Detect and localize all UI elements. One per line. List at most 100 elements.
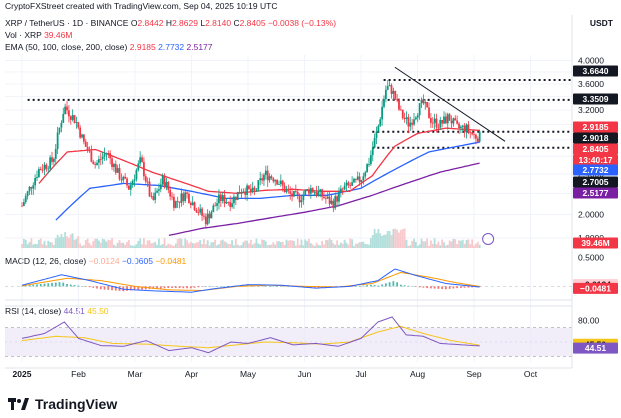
volume-bar xyxy=(291,240,293,248)
volume-bar xyxy=(107,239,110,248)
volume-bar xyxy=(120,242,123,248)
volume-bar xyxy=(448,240,451,248)
candle-body xyxy=(454,118,457,121)
trendline xyxy=(394,66,506,142)
candle-body xyxy=(159,184,162,190)
candle-body xyxy=(242,191,245,193)
volume-bar xyxy=(81,245,83,248)
candle-body xyxy=(336,196,339,202)
volume-bar xyxy=(158,238,160,248)
candle-body xyxy=(306,189,308,191)
volume-bar xyxy=(248,243,250,248)
ohlc-open: 2.8442 xyxy=(137,18,164,28)
rsi-pane: 80.00 xyxy=(5,305,600,357)
candle-body xyxy=(311,188,314,193)
candle-body xyxy=(324,197,327,199)
candle-body xyxy=(22,202,25,206)
volume-bar xyxy=(60,234,63,248)
candle-body xyxy=(471,132,474,135)
volume-bar xyxy=(216,245,218,248)
volume-bar xyxy=(214,239,217,248)
ohlc-change: −0.0038 (−0.13%) xyxy=(267,18,337,28)
macd-histogram-bar xyxy=(54,282,57,287)
volume-bar xyxy=(261,239,263,248)
volume-label-text[interactable]: Vol · XRP xyxy=(5,30,42,40)
ema200-line xyxy=(168,162,480,237)
volume-bar xyxy=(349,238,352,248)
macd-histogram-bar xyxy=(392,281,395,287)
candle-body xyxy=(86,146,89,151)
level-high-bg xyxy=(573,65,618,77)
macd-histogram-bar xyxy=(396,282,399,287)
macd-histogram-bar xyxy=(448,286,451,289)
macd-histogram-bar xyxy=(272,286,275,287)
macd-histogram-bar xyxy=(186,286,188,289)
candle-body xyxy=(401,109,404,119)
volume-bar xyxy=(113,244,115,248)
macd-histogram-bar xyxy=(96,286,98,289)
macd-histogram-bar xyxy=(261,285,263,287)
candle-body xyxy=(358,176,361,183)
candle-body xyxy=(366,164,369,173)
volume-bar xyxy=(101,238,104,248)
volume-bar xyxy=(234,239,237,248)
x-tick-label: Jun xyxy=(298,369,312,379)
rsi-label[interactable]: RSI (14, close) xyxy=(5,306,62,316)
rsi-v2: 45.50 xyxy=(87,306,109,316)
volume-bar xyxy=(283,245,286,248)
candle-body xyxy=(195,209,198,213)
macd-histogram-bar xyxy=(24,285,27,287)
candle-body xyxy=(304,190,307,195)
macd-histogram-bar xyxy=(283,286,286,287)
volume-bar xyxy=(353,245,355,248)
macd-histogram-bar xyxy=(399,284,402,287)
candle-body xyxy=(274,180,277,182)
volume-bar xyxy=(111,238,113,248)
volume-bar xyxy=(403,228,406,248)
candle-body xyxy=(328,196,331,204)
volume-bar xyxy=(304,239,307,248)
volume-bar xyxy=(195,242,198,248)
symbol-name[interactable]: XRP / TetherUS · 1D · BINANCE xyxy=(5,18,129,28)
macd-histogram-bar xyxy=(114,286,117,291)
volume-bar xyxy=(377,229,380,248)
candle-body xyxy=(96,162,98,165)
candle-body xyxy=(420,99,423,104)
volume-bar xyxy=(308,238,310,248)
candle-body xyxy=(308,189,310,194)
last-price-bg xyxy=(573,143,618,155)
candle-body xyxy=(405,117,408,119)
volume-bar xyxy=(116,242,119,248)
macd-label[interactable]: MACD (12, 26, close) xyxy=(5,256,87,266)
candle-body xyxy=(418,103,421,116)
candle-body xyxy=(169,189,172,197)
candle-body xyxy=(373,137,376,148)
candle-body xyxy=(339,188,342,193)
volume-bar xyxy=(422,241,425,248)
candle-body xyxy=(41,169,44,171)
candle-body xyxy=(54,149,57,159)
candle-body xyxy=(353,178,355,183)
volume-bar xyxy=(204,244,207,248)
candle-body xyxy=(107,153,110,154)
ema-label-text[interactable]: EMA (50, 100, close, 200, close) xyxy=(5,42,128,52)
tradingview-logo[interactable]: TradingView xyxy=(8,396,117,412)
macd-v3-tag: −0.0481 xyxy=(580,283,611,293)
volume-bar xyxy=(82,245,85,248)
candle-body xyxy=(375,131,378,138)
macd-signal-line xyxy=(21,271,480,292)
volume-bar xyxy=(416,245,419,248)
volume-bar xyxy=(294,245,297,248)
candle-body xyxy=(82,134,85,142)
macd-histogram-bar xyxy=(92,286,95,288)
x-tick-label: Feb xyxy=(71,369,86,379)
volume-bar xyxy=(128,240,130,248)
volume-bar xyxy=(75,238,78,248)
volume-bar xyxy=(129,245,132,248)
volume-bar xyxy=(26,244,29,248)
macd-histogram-bar xyxy=(384,283,387,287)
volume-bar xyxy=(244,240,247,248)
volume-bar xyxy=(369,238,372,248)
volume-bar xyxy=(103,239,106,248)
